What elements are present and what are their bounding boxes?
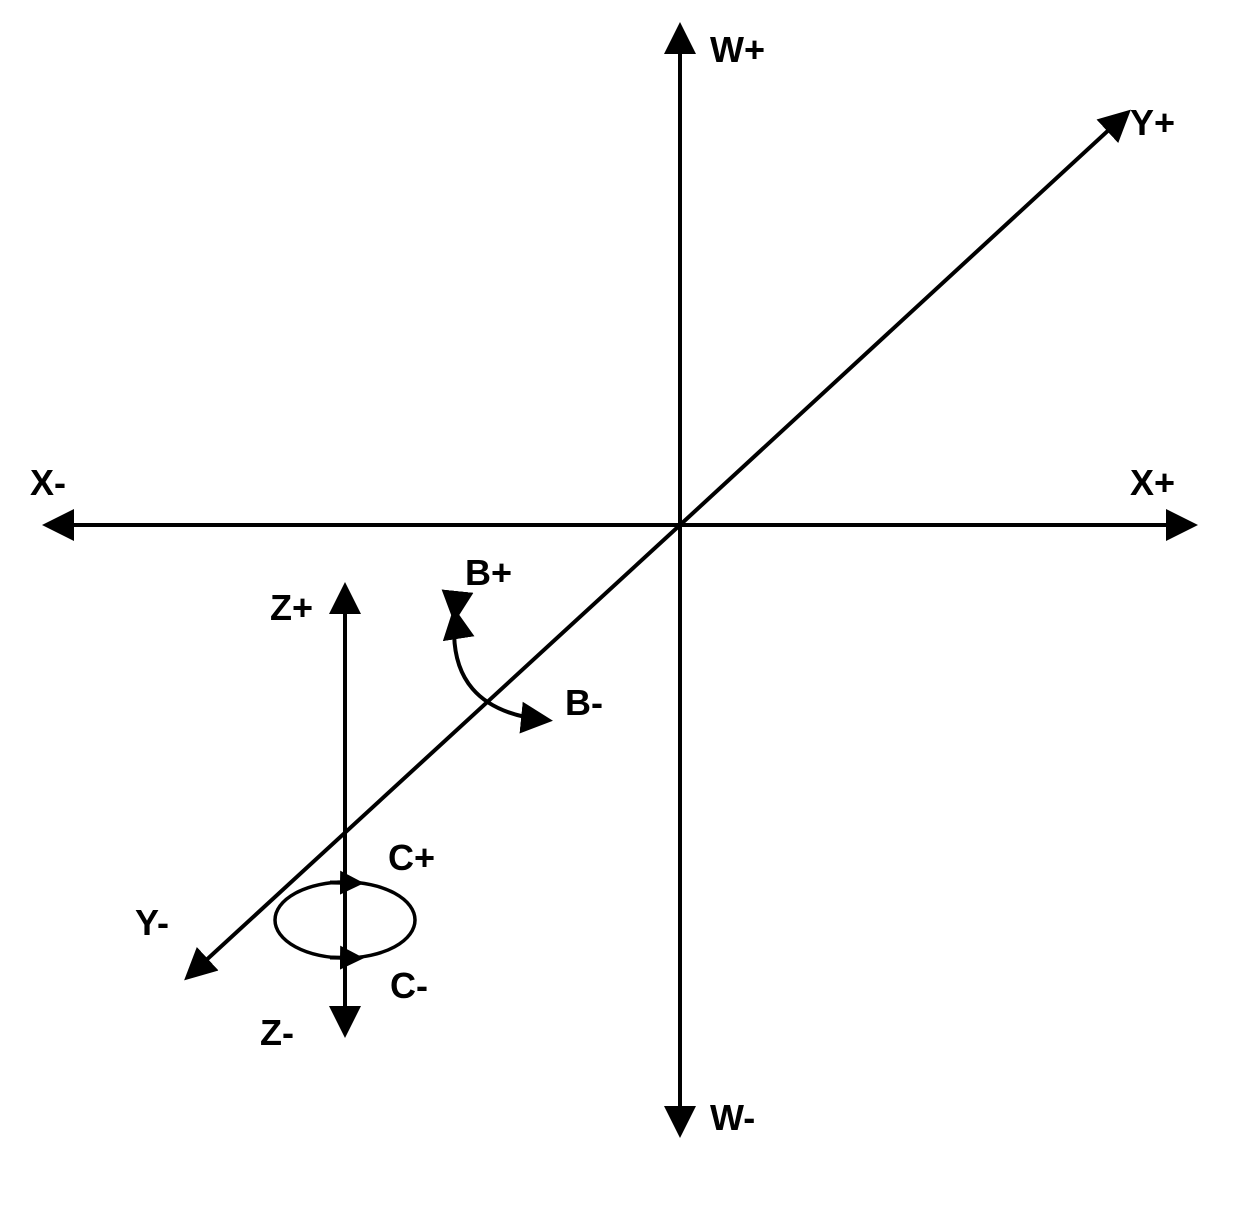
c-plus-arrow	[330, 883, 358, 884]
x-plus-label: X+	[1130, 462, 1175, 503]
c-minus-label: C-	[390, 965, 428, 1006]
w-plus-label: W+	[710, 29, 765, 70]
x-minus-label: X-	[30, 462, 66, 503]
b-minus-label: B-	[565, 682, 603, 723]
c-minus-arrow	[330, 958, 358, 959]
b-arc-start-arrow	[455, 615, 457, 628]
c-plus-label: C+	[388, 837, 435, 878]
b-arc	[454, 615, 545, 720]
y-plus-label: Y+	[1130, 102, 1175, 143]
b-plus-label: B+	[465, 552, 512, 593]
z-plus-label: Z+	[270, 587, 313, 628]
w-minus-label: W-	[710, 1097, 755, 1138]
y-minus-label: Y-	[135, 902, 169, 943]
z-minus-label: Z-	[260, 1012, 294, 1053]
y-axis	[680, 115, 1125, 525]
y-axis-neg	[190, 525, 680, 975]
axis-diagram: X+ X- W+ W- Y+ Y- Z+ Z- B+ B- C+ C-	[0, 0, 1240, 1214]
